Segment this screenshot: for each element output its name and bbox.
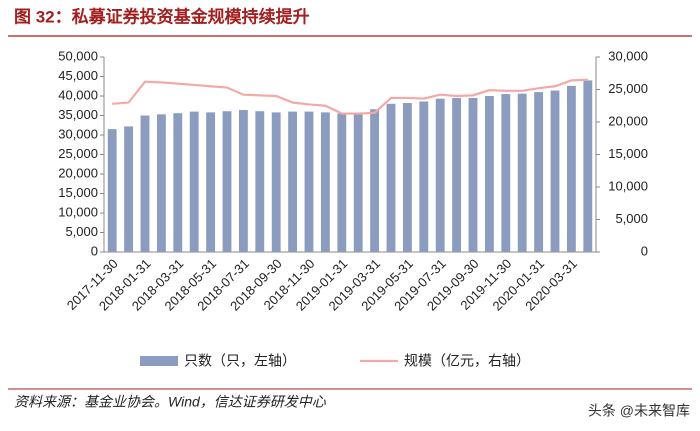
bar xyxy=(288,111,298,252)
bar xyxy=(304,111,314,252)
y-tick-label: 15,000 xyxy=(58,185,98,200)
bar xyxy=(550,90,560,252)
y2-tick-label: 10,000 xyxy=(608,178,648,193)
source: 资料来源：基金业协会。Wind，信达证券研发中心 xyxy=(14,394,327,410)
y2-tick-label: 0 xyxy=(641,243,648,258)
y-tick-label: 0 xyxy=(91,243,98,258)
y-tick-label: 30,000 xyxy=(58,126,98,141)
bar xyxy=(107,129,117,252)
bar xyxy=(353,113,363,252)
line xyxy=(112,78,588,115)
bar xyxy=(452,97,462,252)
legend-label: 只数（只，左轴） xyxy=(184,353,296,369)
y2-tick-label: 30,000 xyxy=(608,48,648,63)
bar xyxy=(337,113,347,252)
bar xyxy=(517,93,527,252)
bar xyxy=(271,112,281,252)
legend-swatch xyxy=(140,356,178,366)
bar xyxy=(255,111,265,253)
bar xyxy=(140,115,150,252)
bar xyxy=(484,96,494,252)
y2-tick-label: 20,000 xyxy=(608,113,648,128)
y-tick-label: 25,000 xyxy=(58,146,98,161)
bar xyxy=(501,94,511,252)
bar xyxy=(386,103,396,252)
bar xyxy=(156,114,166,252)
watermark: 头条 @未来智库 xyxy=(588,403,690,419)
bar xyxy=(370,109,380,252)
bar xyxy=(222,111,232,253)
chart-title: 图 32：私募证券投资基金规模持续提升 xyxy=(14,6,310,26)
bar xyxy=(238,110,248,252)
y2-tick-label: 15,000 xyxy=(608,146,648,161)
y2-tick-label: 5,000 xyxy=(615,211,648,226)
y-tick-label: 45,000 xyxy=(58,68,98,83)
bar xyxy=(419,101,429,253)
y-tick-label: 35,000 xyxy=(58,107,98,122)
bar xyxy=(468,97,478,252)
y2-tick-label: 25,000 xyxy=(608,81,648,96)
y-tick-label: 40,000 xyxy=(58,87,98,102)
bar xyxy=(320,112,330,252)
y-tick-label: 5,000 xyxy=(65,224,98,239)
legend-label: 规模（亿元，右轴） xyxy=(404,353,530,369)
bar xyxy=(534,92,544,252)
bar xyxy=(173,113,183,252)
bar xyxy=(124,126,134,252)
bar xyxy=(566,85,576,252)
y-tick-label: 10,000 xyxy=(58,204,98,219)
bar xyxy=(206,112,216,252)
bar xyxy=(583,80,593,253)
bar xyxy=(402,103,412,253)
bar xyxy=(189,111,199,252)
bar xyxy=(435,98,445,252)
y-tick-label: 50,000 xyxy=(58,48,98,63)
y-tick-label: 20,000 xyxy=(58,165,98,180)
